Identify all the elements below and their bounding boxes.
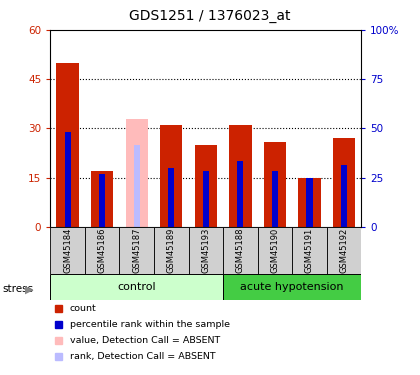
Bar [298,178,320,227]
Text: rank, Detection Call = ABSENT: rank, Detection Call = ABSENT [70,352,215,361]
Bar [237,161,244,227]
Bar [292,227,327,274]
Bar [223,274,361,300]
Bar [168,168,174,227]
Bar [50,227,85,274]
Bar [160,125,183,227]
Bar [154,227,189,274]
Text: GSM45186: GSM45186 [98,228,107,273]
Text: acute hypotension: acute hypotension [240,282,344,292]
Bar [341,165,347,227]
Text: GSM45190: GSM45190 [270,228,279,273]
Bar [91,171,113,227]
Bar [65,132,71,227]
Text: count: count [70,304,97,313]
Bar [126,118,148,227]
Text: GDS1251 / 1376023_at: GDS1251 / 1376023_at [129,9,291,23]
Text: control: control [118,282,156,292]
Bar [306,178,312,227]
Text: GSM45191: GSM45191 [305,228,314,273]
Bar [134,145,140,227]
Text: GSM45192: GSM45192 [339,228,349,273]
Bar [194,145,217,227]
Bar [119,227,154,274]
Bar [272,171,278,227]
Bar [327,227,361,274]
Text: GSM45187: GSM45187 [132,228,141,273]
Bar [223,227,257,274]
Text: GSM45188: GSM45188 [236,228,245,273]
Text: GSM45189: GSM45189 [167,228,176,273]
Text: ▶: ▶ [25,285,34,294]
Bar [85,227,119,274]
Bar [99,174,105,227]
Text: percentile rank within the sample: percentile rank within the sample [70,320,230,329]
Bar [264,142,286,227]
Bar [257,227,292,274]
Text: stress: stress [2,285,33,294]
Bar [50,274,223,300]
Bar [333,138,355,227]
Bar [229,125,252,227]
Text: GSM45184: GSM45184 [63,228,72,273]
Bar [56,63,79,227]
Bar [189,227,223,274]
Bar [203,171,209,227]
Text: GSM45193: GSM45193 [201,228,210,273]
Text: value, Detection Call = ABSENT: value, Detection Call = ABSENT [70,336,220,345]
